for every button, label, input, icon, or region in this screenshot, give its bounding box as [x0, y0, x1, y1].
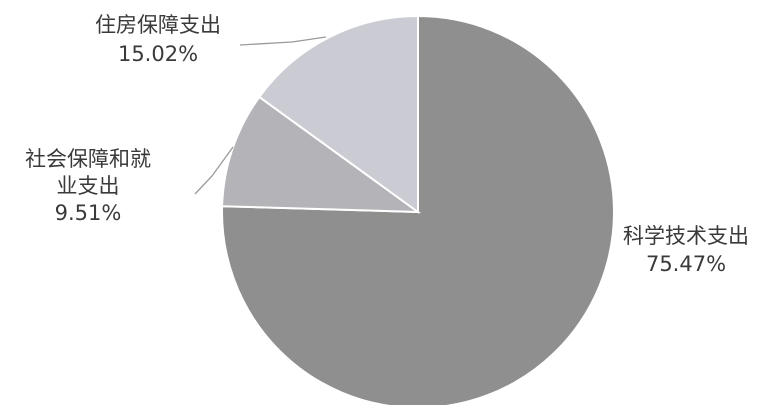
slice-label-0: 科学技术支出 75.47% [623, 224, 749, 276]
slice-value-label: 75.47% [646, 252, 726, 276]
slice-name-label: 社会保障和就 [25, 147, 151, 171]
pie-slice-2 [257, 14, 419, 214]
slice-name-label: 业支出 [57, 174, 120, 198]
pie-slice-0 [221, 14, 615, 405]
slice-name-label: 住房保障支出 [95, 13, 221, 37]
slice-value-label: 15.02% [118, 42, 198, 66]
slice-label-2: 住房保障支出 15.02% [95, 13, 221, 66]
slice-name-label: 科学技术支出 [623, 224, 749, 248]
leader-line-1 [194, 146, 234, 195]
pie-slice-1 [221, 95, 422, 214]
slice-value-label: 9.51% [55, 201, 122, 225]
leader-line-2 [239, 36, 327, 46]
